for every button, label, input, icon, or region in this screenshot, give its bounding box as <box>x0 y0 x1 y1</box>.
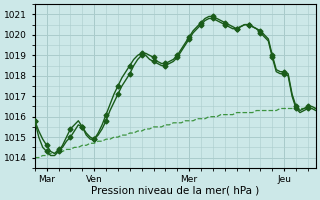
X-axis label: Pression niveau de la mer( hPa ): Pression niveau de la mer( hPa ) <box>91 186 260 196</box>
